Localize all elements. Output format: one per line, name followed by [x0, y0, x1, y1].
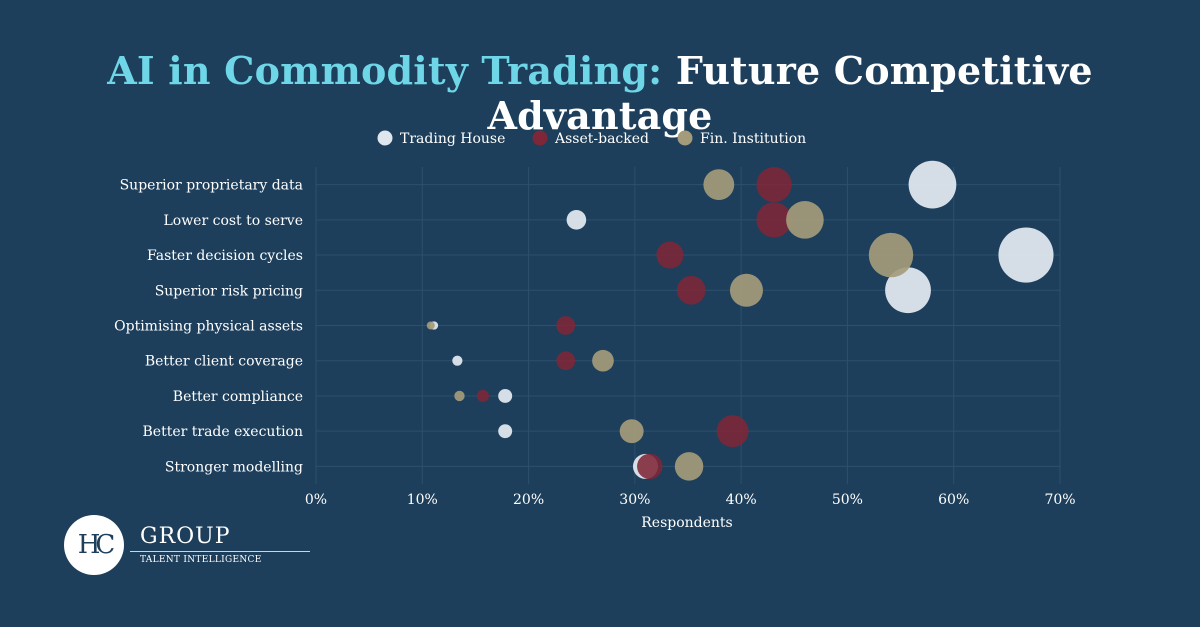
- data-point: [885, 267, 931, 314]
- data-point: [619, 419, 644, 444]
- data-point: [786, 201, 824, 239]
- legend-marker: [377, 130, 393, 146]
- data-point: [498, 388, 513, 403]
- data-point: [476, 389, 489, 403]
- data-point: [716, 415, 749, 448]
- legend-marker: [532, 130, 548, 146]
- chart-title-rest: Future Competitive Advantage: [487, 48, 1093, 138]
- x-tick-label: 70%: [1044, 492, 1075, 508]
- data-point: [656, 241, 684, 269]
- data-point: [566, 210, 587, 230]
- legend-item: Trading House: [377, 130, 505, 147]
- x-tick-label: 10%: [407, 492, 438, 508]
- data-point: [998, 227, 1054, 283]
- legend-item: Fin. Institution: [677, 130, 806, 147]
- x-tick-label: 30%: [619, 492, 650, 508]
- data-point: [454, 390, 465, 402]
- chart-title: AI in Commodity Trading: Future Competit…: [0, 48, 1200, 138]
- legend-item: Asset-backed: [532, 130, 649, 147]
- y-category-label: Better trade execution: [143, 424, 304, 440]
- y-category-label: Lower cost to serve: [163, 213, 303, 229]
- data-point: [676, 275, 706, 305]
- x-tick-label: 0%: [305, 492, 327, 508]
- y-axis-labels: Superior proprietary data Lower cost to s…: [114, 178, 303, 476]
- x-tick-label: 20%: [513, 492, 544, 508]
- y-category-label: Superior risk pricing: [155, 283, 303, 299]
- chart-title-highlight: AI in Commodity Trading:: [107, 48, 663, 93]
- data-point: [592, 349, 614, 372]
- legend-label: Trading House: [400, 131, 505, 147]
- data-point: [703, 169, 735, 201]
- legend-label: Fin. Institution: [700, 131, 806, 147]
- x-tick-label: 50%: [832, 492, 863, 508]
- data-point: [674, 452, 704, 481]
- data-point: [756, 202, 792, 238]
- data-point: [498, 424, 513, 439]
- logo-name: GROUP: [140, 524, 231, 549]
- data-point: [729, 273, 763, 307]
- data-point: [756, 167, 792, 203]
- y-category-label: Optimising physical assets: [114, 319, 303, 335]
- y-category-label: Better client coverage: [145, 354, 303, 370]
- y-category-label: Better compliance: [173, 389, 303, 405]
- data-point: [452, 355, 463, 366]
- logo-circle: [64, 515, 124, 575]
- data-point: [426, 321, 435, 330]
- data-point: [908, 160, 957, 209]
- y-category-label: Faster decision cycles: [147, 248, 303, 264]
- company-logo: HC GROUP TALENT INTELLIGENCE: [64, 515, 310, 575]
- legend-label: Asset-backed: [554, 131, 649, 147]
- data-point: [868, 232, 914, 278]
- data-point: [556, 316, 576, 335]
- chart-legend: Trading House Asset-backed Fin. Institutio…: [377, 130, 806, 147]
- data-points: [426, 160, 1054, 481]
- logo-tagline: TALENT INTELLIGENCE: [140, 555, 262, 565]
- logo-monogram: HC: [77, 530, 116, 560]
- y-category-label: Stronger modelling: [165, 459, 303, 475]
- legend-marker: [677, 130, 693, 146]
- x-tick-label: 60%: [938, 492, 969, 508]
- x-axis-label: Respondents: [641, 515, 733, 531]
- y-category-label: Superior proprietary data: [120, 178, 303, 194]
- logo-divider: [130, 551, 310, 552]
- x-axis-ticks: 0% 10% 20% 30% 40% 50% 60% 70%: [305, 492, 1076, 508]
- data-point: [556, 351, 576, 371]
- x-tick-label: 40%: [726, 492, 757, 508]
- data-point: [637, 453, 663, 480]
